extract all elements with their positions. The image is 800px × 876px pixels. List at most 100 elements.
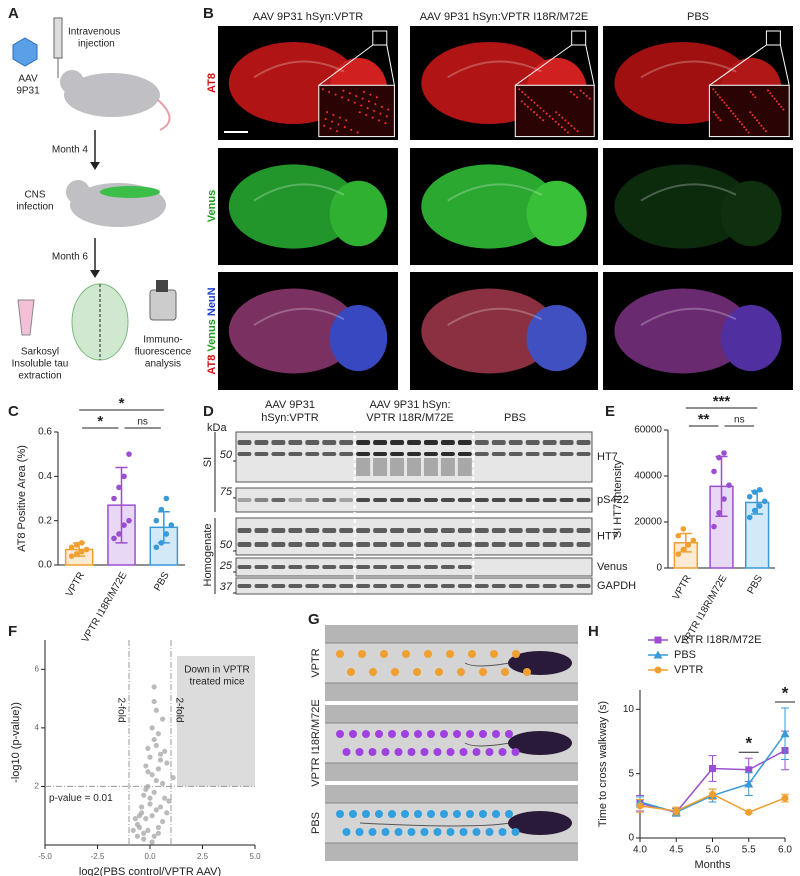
inset-speck [384, 122, 387, 125]
data-point [675, 533, 682, 539]
structure [640, 60, 737, 79]
blot-band [457, 498, 472, 502]
inset-speck [719, 96, 721, 99]
paw-print [342, 748, 351, 756]
data-point [153, 544, 160, 551]
inset-speck [743, 126, 746, 129]
paw-print [349, 810, 357, 818]
blot-band [237, 528, 252, 533]
blot-band [457, 584, 472, 588]
blot-band [288, 565, 303, 569]
data-point [143, 786, 149, 792]
inset-speck [749, 90, 752, 93]
data-point [721, 450, 727, 456]
blot-band [440, 528, 455, 533]
marker [744, 779, 754, 788]
data-point [756, 503, 763, 509]
paw-print [433, 828, 442, 836]
x-axis-label: log2(PBS control/VPTR AAV) [79, 866, 221, 876]
blot-band [390, 440, 405, 445]
significance-label: * [97, 413, 103, 430]
inset-speck [752, 93, 754, 96]
unit: kDa [207, 422, 227, 434]
blot-band [305, 584, 320, 588]
data-point [163, 495, 170, 502]
inset-speck [727, 107, 730, 110]
blot-smear [423, 458, 438, 476]
inset-speck [373, 109, 375, 112]
paw-print [446, 828, 455, 836]
data-point [147, 754, 153, 760]
data-point [158, 506, 165, 513]
inset-speck [520, 100, 523, 103]
micrograph [410, 148, 598, 265]
blot-band [474, 542, 489, 547]
paw-print [375, 810, 383, 818]
group-header: AAV 9P31 [265, 399, 315, 411]
mw-marker: 37 [220, 581, 233, 593]
micrograph [218, 272, 398, 390]
blot-band [305, 542, 320, 547]
blot-band [559, 498, 574, 502]
inset-speck [353, 101, 356, 104]
inset-speck [715, 113, 717, 116]
y-axis-label: AT8 Positive Area (%) [16, 445, 28, 552]
inset-speck [374, 103, 377, 106]
paw-print [355, 748, 364, 756]
x-tick-label: 2.5 [197, 852, 209, 861]
blot-band [373, 452, 388, 456]
inset-speck [753, 116, 756, 119]
inset-speck [760, 124, 763, 127]
blot-band [339, 584, 354, 588]
inset-speck [551, 117, 554, 120]
inset-speck [385, 115, 388, 118]
inset-link [709, 44, 767, 86]
blot-band [356, 542, 371, 547]
significance-label: *** [713, 393, 731, 410]
label: Month 4 [52, 145, 89, 156]
blot-band [423, 440, 438, 445]
paw-print [414, 810, 422, 818]
paw-print [362, 810, 370, 818]
data-point [149, 772, 155, 778]
label: extraction [18, 371, 61, 382]
significance-label: ns [734, 415, 745, 426]
paw-print [368, 748, 377, 756]
inset-speck [576, 130, 579, 133]
panel-letter: D [203, 403, 214, 420]
paw-print [347, 668, 355, 676]
micrograph [410, 272, 598, 390]
blot-band [356, 528, 371, 533]
inset-speck [732, 112, 735, 115]
blot-band [508, 440, 523, 445]
data-point [151, 833, 157, 839]
paw-print [349, 730, 357, 738]
data-point [761, 498, 768, 505]
band-label: Venus [597, 561, 628, 573]
blot-band [440, 565, 455, 569]
blot-band [339, 452, 354, 456]
data-point [746, 514, 753, 521]
blot-band [576, 440, 591, 445]
blot-band [508, 584, 523, 588]
y-tick-label: 0.6 [38, 427, 52, 438]
x-tick-label: 0.0 [144, 852, 156, 861]
data-point [145, 745, 151, 751]
data-point [160, 818, 166, 825]
inset-speck [350, 128, 353, 131]
inset-speck [564, 119, 567, 122]
y-tick-label: 2 [35, 782, 40, 791]
paw-print [453, 810, 461, 818]
blot-band [440, 498, 455, 502]
lane-label: PBS [310, 812, 322, 834]
panel-letter: H [588, 623, 599, 640]
annotation: 2-fold [115, 697, 126, 722]
y-axis-label: -log10 (p-value)) [10, 702, 22, 783]
blot-band [508, 542, 523, 547]
blot-band [237, 584, 252, 588]
blot-band [576, 528, 591, 533]
blot-band [457, 440, 472, 445]
data-point [690, 537, 697, 544]
data-point [711, 468, 717, 475]
band-label: GAPDH [597, 580, 636, 592]
